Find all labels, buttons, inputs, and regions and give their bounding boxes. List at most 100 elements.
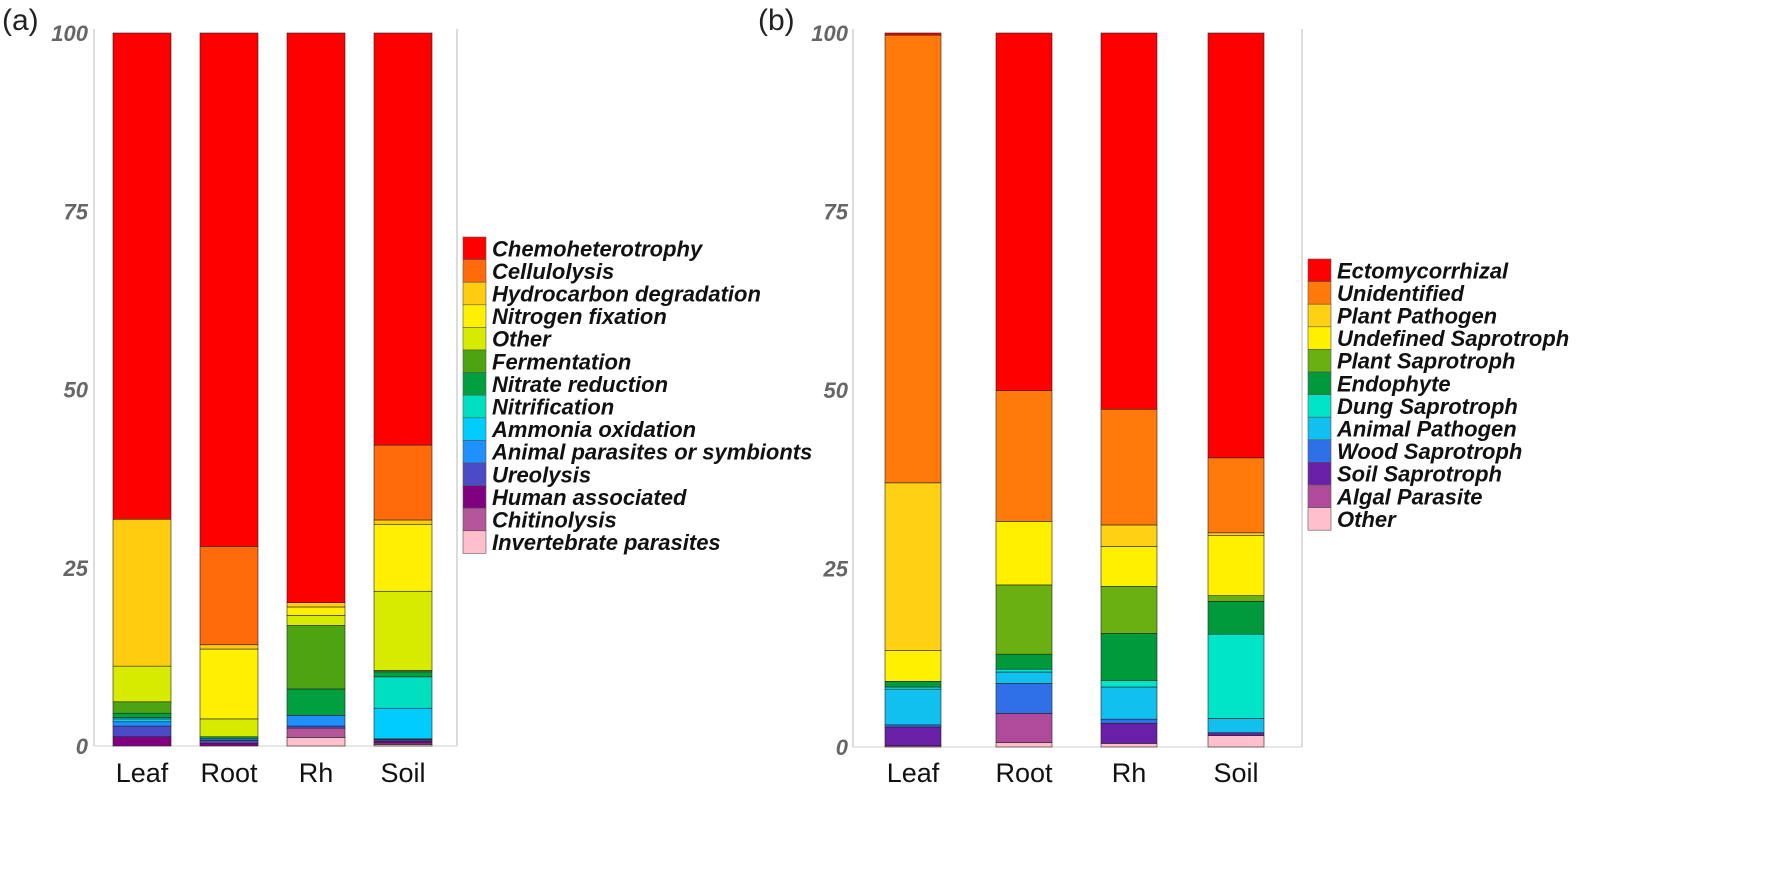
legend-swatch-cellulolysis bbox=[462, 259, 487, 283]
y-tick-label: 25 bbox=[823, 557, 849, 582]
panel-label: (a) bbox=[2, 4, 39, 37]
y-tick-label: 75 bbox=[64, 199, 89, 224]
legend-swatch-ammonia-oxidation bbox=[462, 417, 487, 441]
panel-b-chart: (b) 0 25 50 75 100 Leaf Root Rh Soil Ectomycorrhiz… bbox=[758, 4, 1569, 788]
legend-label-algal-parasite: Algal Parasite bbox=[1336, 484, 1483, 509]
bar-segment-soil-dung-saprotroph bbox=[1207, 633, 1265, 719]
bar-segment-leaf-animal-parasites-or-symbionts bbox=[112, 721, 172, 727]
legend-label-chemoheterotrophy: Chemoheterotrophy bbox=[492, 236, 704, 261]
bar-segment-soil-cellulolysis bbox=[373, 444, 433, 521]
bar-segment-rh-animal-parasites-or-symbionts bbox=[286, 715, 346, 727]
legend-swatch-endophyte bbox=[1307, 371, 1332, 395]
bar-segment-root-undefined-saprotroph bbox=[995, 521, 1053, 586]
x-category-label-rh: Rh bbox=[1112, 758, 1147, 788]
bar-segment-leaf-human-associated bbox=[112, 736, 172, 747]
x-category-label-soil: Soil bbox=[1213, 758, 1258, 788]
legend-label-other: Other bbox=[492, 327, 552, 352]
bar-segment-rh-dung-saprotroph bbox=[1100, 680, 1158, 688]
bar-segment-rh-endophyte bbox=[1100, 633, 1158, 681]
legend-swatch-invertebrate-parasites bbox=[462, 530, 487, 554]
legend-swatch-human-associated bbox=[462, 485, 487, 509]
y-tick-label: 50 bbox=[824, 378, 849, 403]
bar-segment-rh-other bbox=[1100, 743, 1158, 748]
legend-swatch-chemoheterotrophy bbox=[462, 236, 487, 260]
bar-segment-leaf-unidentified bbox=[884, 34, 942, 484]
legend-swatch-algal-parasite bbox=[1307, 484, 1332, 508]
bar-segment-rh-nitrogen-fixation bbox=[286, 606, 346, 616]
bar-segment-soil-chemoheterotrophy bbox=[373, 32, 433, 446]
y-tick-label: 0 bbox=[836, 735, 849, 760]
y-tick-label: 50 bbox=[64, 378, 89, 403]
bar-segment-rh-ectomycorrhizal bbox=[1100, 32, 1158, 410]
legend-label-fermentation: Fermentation bbox=[492, 349, 631, 374]
bar-segment-root-ureolysis bbox=[199, 739, 259, 744]
bar-segment-root-unidentified bbox=[995, 390, 1053, 522]
legend-swatch-ureolysis bbox=[462, 462, 487, 486]
legend-label-undefined-saprotroph: Undefined Saprotroph bbox=[1337, 326, 1569, 351]
bar-segment-leaf-soil-saprotroph bbox=[884, 726, 942, 746]
bar-segment-root-dung-saprotroph bbox=[995, 668, 1053, 673]
legend-label-chitinolysis: Chitinolysis bbox=[492, 508, 617, 533]
legend-swatch-animal-pathogen bbox=[1307, 416, 1332, 441]
bar-segment-root-wood-saprotroph bbox=[995, 683, 1053, 714]
legend-swatch-unidentified bbox=[1307, 281, 1332, 305]
y-tick-label: 100 bbox=[51, 21, 88, 46]
bar-segment-rh-chemoheterotrophy bbox=[286, 32, 346, 603]
legend-swatch-chitinolysis bbox=[462, 507, 487, 532]
legend-label-invertebrate-parasites: Invertebrate parasites bbox=[492, 530, 721, 555]
x-category-label-leaf: Leaf bbox=[887, 758, 940, 788]
legend: ChemoheterotrophyCellulolysisHydrocarbon… bbox=[462, 236, 812, 555]
bar-segment-rh-wood-saprotroph bbox=[1100, 718, 1158, 724]
bar-segment-soil-undefined-saprotroph bbox=[1207, 535, 1265, 596]
bar-segment-root-nitrate-reduction bbox=[199, 736, 259, 740]
legend-label-dung-saprotroph: Dung Saprotroph bbox=[1337, 394, 1518, 419]
bar-segment-root-ectomycorrhizal bbox=[995, 32, 1053, 392]
bar-segment-soil-other bbox=[1207, 735, 1265, 748]
bar-segment-root-animal-pathogen bbox=[995, 671, 1053, 684]
legend-label-hydrocarbon-degradation: Hydrocarbon degradation bbox=[492, 282, 761, 307]
y-tick-label: 75 bbox=[824, 200, 849, 225]
bar-segment-soil-nitrate-reduction bbox=[373, 671, 433, 678]
bar-segment-leaf-ectomycorrhizal bbox=[884, 32, 942, 36]
bar-segment-leaf-chemoheterotrophy bbox=[112, 32, 172, 520]
legend-label-animal-pathogen: Animal Pathogen bbox=[1336, 417, 1517, 442]
bar-segment-soil-endophyte bbox=[1207, 601, 1265, 635]
bar-segment-leaf-endophyte bbox=[884, 681, 942, 688]
bar-segment-rh-undefined-saprotroph bbox=[1100, 546, 1158, 587]
bar-segment-soil-nitrogen-fixation bbox=[373, 523, 433, 592]
bar-segment-soil-other bbox=[373, 590, 433, 671]
panel-label: (b) bbox=[758, 4, 795, 37]
legend-label-nitrate-reduction: Nitrate reduction bbox=[492, 372, 668, 397]
bar-segment-leaf-fermentation bbox=[112, 701, 172, 714]
bar-segment-root-nitrogen-fixation bbox=[199, 648, 259, 720]
bar-segment-leaf-animal-pathogen bbox=[884, 688, 942, 726]
legend-swatch-other bbox=[1307, 507, 1332, 531]
legend-label-other: Other bbox=[1337, 507, 1397, 532]
bar-segment-leaf-nitrate-reduction bbox=[112, 712, 172, 718]
legend-label-ammonia-oxidation: Ammonia oxidation bbox=[491, 417, 696, 442]
bar-segment-rh-hydrocarbon-degradation bbox=[286, 602, 346, 608]
legend-label-ectomycorrhizal: Ectomycorrhizal bbox=[1337, 258, 1509, 283]
bar-segment-rh-chitinolysis bbox=[286, 727, 346, 738]
bar-segment-root-other bbox=[199, 718, 259, 738]
x-category-label-root: Root bbox=[995, 758, 1053, 788]
legend-label-ureolysis: Ureolysis bbox=[492, 462, 591, 487]
legend-swatch-fermentation bbox=[462, 349, 487, 373]
bar-segment-rh-plant-saprotroph bbox=[1100, 586, 1158, 634]
bar-segment-root-algal-parasite bbox=[995, 713, 1053, 744]
bar-segment-leaf-plant-pathogen bbox=[884, 482, 942, 651]
legend-swatch-nitrogen-fixation bbox=[462, 304, 487, 328]
legend-swatch-soil-saprotroph bbox=[1307, 462, 1332, 486]
bar-segment-rh-unidentified bbox=[1100, 408, 1158, 526]
legend-swatch-dung-saprotroph bbox=[1307, 394, 1332, 418]
legend-swatch-undefined-saprotroph bbox=[1307, 326, 1332, 350]
bar-segment-rh-soil-saprotroph bbox=[1100, 723, 1158, 744]
legend-label-nitrification: Nitrification bbox=[492, 395, 614, 420]
legend-swatch-plant-saprotroph bbox=[1307, 349, 1332, 373]
legend-label-soil-saprotroph: Soil Saprotroph bbox=[1337, 462, 1502, 487]
y-tick-label: 100 bbox=[811, 21, 848, 46]
bar-segment-soil-plant-saprotroph bbox=[1207, 595, 1265, 602]
bar-segment-rh-animal-pathogen bbox=[1100, 686, 1158, 720]
